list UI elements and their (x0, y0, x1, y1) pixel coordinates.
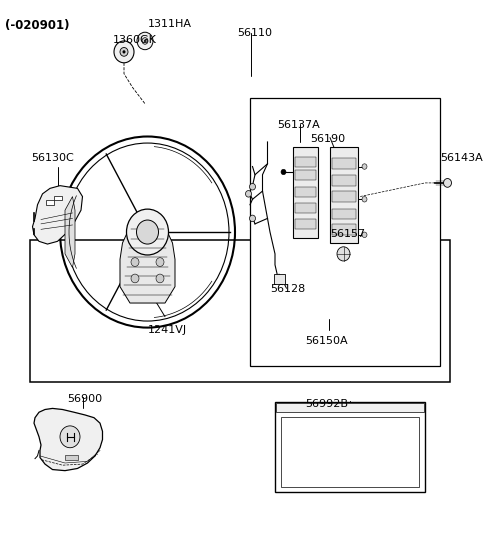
Text: 1311HA: 1311HA (148, 19, 192, 29)
Bar (281, 417, 419, 487)
Bar (294, 157, 316, 167)
Text: (-020901): (-020901) (5, 19, 70, 32)
Polygon shape (34, 408, 102, 471)
Text: 56128: 56128 (270, 284, 305, 294)
Circle shape (114, 41, 134, 63)
Bar (294, 219, 316, 229)
Bar (332, 191, 355, 202)
Circle shape (131, 258, 139, 266)
Text: 56150A: 56150A (305, 336, 348, 346)
Circle shape (126, 209, 168, 255)
Bar (294, 187, 316, 197)
Bar (54, 196, 62, 200)
Text: 56992B: 56992B (305, 399, 348, 408)
Text: 56190: 56190 (310, 134, 345, 144)
Circle shape (281, 169, 286, 175)
Circle shape (444, 179, 452, 187)
Text: 1360GK: 1360GK (112, 35, 156, 45)
Bar (276, 403, 424, 412)
Bar (294, 203, 316, 213)
Circle shape (137, 32, 153, 50)
Text: 56130C: 56130C (32, 153, 74, 163)
Bar (332, 175, 355, 186)
Bar (65, 455, 78, 460)
Bar (46, 200, 54, 205)
Circle shape (362, 232, 367, 238)
Bar (250, 98, 440, 366)
Bar (274, 274, 285, 284)
Circle shape (120, 48, 128, 56)
Circle shape (246, 191, 252, 197)
Circle shape (131, 274, 139, 283)
Bar (294, 170, 316, 180)
Circle shape (337, 247, 350, 261)
Circle shape (142, 38, 148, 44)
Text: 56137A: 56137A (278, 120, 320, 130)
Bar (292, 147, 318, 238)
Circle shape (250, 183, 256, 190)
Circle shape (136, 220, 158, 244)
Circle shape (362, 164, 367, 169)
Text: 56143A: 56143A (440, 153, 483, 163)
Circle shape (122, 50, 126, 54)
Circle shape (156, 274, 164, 283)
Circle shape (144, 40, 146, 42)
Circle shape (60, 426, 80, 448)
Text: 56157: 56157 (330, 229, 365, 239)
Circle shape (362, 197, 367, 202)
Polygon shape (32, 186, 82, 244)
Bar (332, 158, 355, 169)
Circle shape (250, 215, 256, 222)
Polygon shape (65, 197, 75, 268)
Bar (30, 240, 450, 382)
Polygon shape (120, 227, 175, 303)
Circle shape (156, 258, 164, 266)
Text: 56900: 56900 (68, 394, 102, 404)
Bar (332, 224, 355, 235)
Text: 1241VJ: 1241VJ (148, 325, 186, 335)
Bar (332, 209, 355, 219)
Text: 56110: 56110 (238, 28, 272, 38)
Bar (330, 147, 357, 243)
Bar (275, 402, 425, 492)
